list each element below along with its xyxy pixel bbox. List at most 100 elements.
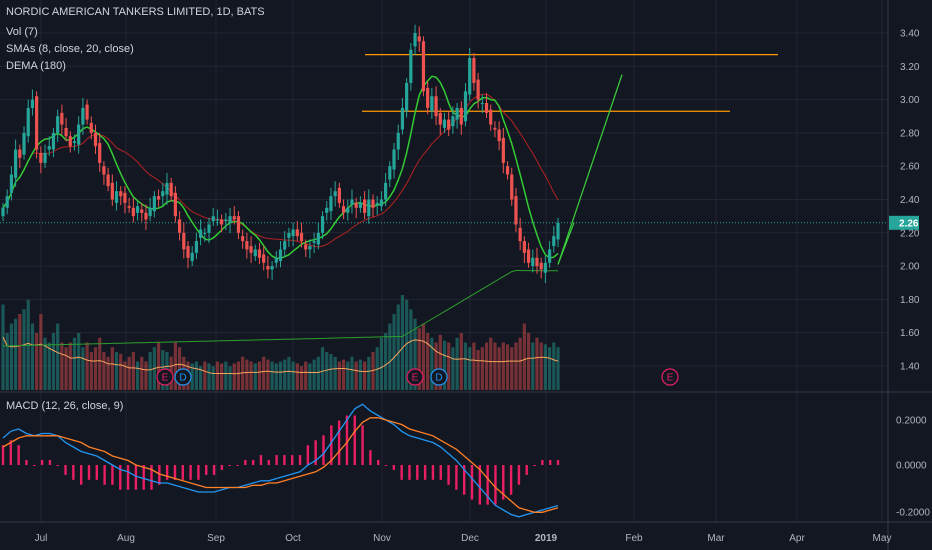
- candle-body: [18, 149, 22, 158]
- candle-body: [106, 174, 110, 187]
- volume-bar: [510, 347, 514, 390]
- volume-bar: [430, 337, 434, 390]
- volume-bar: [468, 347, 472, 390]
- event-label: D: [435, 373, 442, 384]
- macd-histogram-bar: [158, 465, 161, 485]
- volume-bar: [287, 356, 291, 390]
- volume-bar: [241, 356, 245, 390]
- volume-bar: [501, 342, 505, 390]
- candle-body: [144, 212, 148, 220]
- candle-body: [421, 41, 426, 92]
- time-tick-label: Aug: [117, 533, 135, 544]
- volume-bar: [316, 356, 320, 390]
- macd-histogram-bar: [126, 465, 130, 490]
- macd-tick-label: -0.2000: [896, 508, 930, 519]
- volume-bar: [190, 363, 194, 390]
- macd-histogram-bar: [173, 465, 177, 480]
- candle-body: [346, 207, 350, 213]
- volume-bar: [35, 333, 39, 390]
- candle-body: [329, 196, 333, 212]
- volume-bar: [278, 361, 283, 390]
- volume-bar: [526, 333, 531, 390]
- macd-histogram-bar: [330, 425, 333, 465]
- volume-bar: [114, 352, 119, 390]
- volume-bar: [535, 337, 539, 390]
- candle-body: [333, 191, 337, 197]
- macd-histogram-bar: [244, 460, 247, 465]
- candle-body: [123, 192, 127, 203]
- candle-body: [539, 262, 543, 270]
- macd-histogram-bar: [25, 460, 28, 465]
- volume-bar: [236, 361, 241, 390]
- candle-body: [148, 207, 152, 217]
- volume-bar: [140, 356, 144, 390]
- event-circle: [430, 368, 448, 386]
- volume-bar: [472, 342, 476, 390]
- candle-body: [161, 191, 165, 197]
- candle-body: [526, 249, 531, 263]
- macd-histogram-bar: [377, 460, 380, 465]
- volume-bar: [405, 299, 409, 390]
- volume-bar: [266, 359, 270, 390]
- candle-body: [43, 152, 47, 163]
- macd-histogram-bar: [361, 425, 364, 465]
- volume-bar: [270, 361, 274, 390]
- macd-histogram-bar: [517, 465, 521, 485]
- event-marker: E: [406, 368, 424, 386]
- volume-bar: [320, 347, 325, 390]
- candle-body: [51, 132, 56, 150]
- macd-histogram-bar: [220, 465, 224, 470]
- volume-bar: [199, 366, 203, 390]
- candle-body: [165, 182, 169, 195]
- time-tick-label: 2019: [535, 533, 558, 544]
- volume-bar: [295, 363, 299, 390]
- candles: [1, 24, 560, 284]
- event-marker: E: [156, 368, 174, 386]
- candle-body: [438, 112, 442, 125]
- candle-body: [510, 174, 514, 200]
- volume-bar: [215, 361, 220, 390]
- candle-body: [81, 107, 85, 125]
- macd-histogram-bar: [142, 465, 145, 490]
- volume-bar: [329, 353, 333, 390]
- macd-histogram-bar: [259, 455, 263, 465]
- macd-histogram-bar: [447, 465, 450, 485]
- candle-body: [518, 227, 522, 242]
- candle-body: [354, 202, 358, 208]
- macd-histogram-bar: [181, 465, 184, 480]
- candle-body: [127, 206, 131, 208]
- volume-bar: [81, 347, 85, 390]
- macd-histogram-bar: [486, 465, 489, 505]
- candle-body: [299, 232, 304, 242]
- dema-line: [2, 270, 559, 347]
- candle-body: [379, 199, 384, 207]
- candle-body: [241, 236, 245, 242]
- price-tick-label: 2.20: [900, 228, 920, 239]
- candle-body: [291, 229, 295, 237]
- candle-body: [262, 254, 266, 263]
- volume-bar: [417, 328, 421, 390]
- candle-body: [156, 196, 161, 200]
- candle-body: [426, 87, 430, 108]
- macd-histogram-bar: [400, 465, 403, 480]
- volume-bar: [312, 359, 316, 390]
- candle-body: [102, 166, 106, 175]
- candle-body: [463, 91, 468, 122]
- candle-body: [186, 246, 190, 258]
- candle-body: [274, 257, 278, 263]
- candle-body: [413, 33, 417, 47]
- candle-body: [295, 229, 299, 237]
- candle-body: [320, 216, 325, 233]
- candle-body: [93, 132, 98, 147]
- candle-body: [182, 232, 186, 250]
- event-label: E: [162, 373, 169, 384]
- candle-body: [384, 182, 388, 200]
- candle-body: [89, 122, 93, 133]
- price-tick-label: 3.40: [900, 29, 920, 40]
- macd-histogram-bar: [548, 460, 552, 465]
- macd-histogram-bar: [103, 465, 106, 485]
- volume-bar: [203, 361, 207, 390]
- candle-body: [337, 187, 341, 203]
